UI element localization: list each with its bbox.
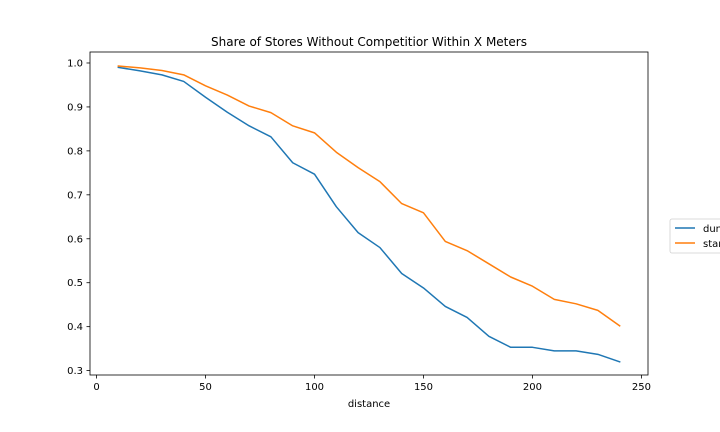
- y-tick-label: 0.8: [67, 146, 83, 157]
- x-tick-label: 100: [305, 382, 324, 393]
- legend: dun star: [669, 218, 720, 254]
- y-tick-label: 0.6: [67, 234, 83, 245]
- series-line-star: [117, 65, 621, 327]
- x-tick-label: 0: [93, 382, 99, 393]
- y-tick-label: 0.5: [67, 278, 83, 289]
- legend-label-star: star: [703, 239, 720, 250]
- y-tick-label: 0.4: [67, 322, 83, 333]
- x-tick-label: 250: [632, 382, 651, 393]
- y-tick-label: 0.9: [67, 102, 83, 113]
- plot-frame: [89, 51, 649, 376]
- y-tick-label: 1.0: [67, 58, 83, 69]
- series-line-dun: [117, 66, 621, 363]
- x-axis-title: distance: [348, 399, 390, 410]
- y-axis: 0.3 0.4 0.5 0.6 0.7 0.8 0.9 1.0: [67, 58, 90, 377]
- y-tick-label: 0.7: [67, 190, 83, 201]
- x-tick-label: 200: [523, 382, 542, 393]
- chart-title: Share of Stores Without Competitior With…: [211, 35, 527, 49]
- y-tick-label: 0.3: [67, 366, 83, 377]
- x-tick-label: 150: [414, 382, 433, 393]
- x-tick-label: 50: [199, 382, 212, 393]
- x-axis: 0 50 100 150 200 250: [93, 375, 651, 393]
- legend-label-dun: dun: [703, 224, 720, 235]
- series-layer: [117, 65, 621, 363]
